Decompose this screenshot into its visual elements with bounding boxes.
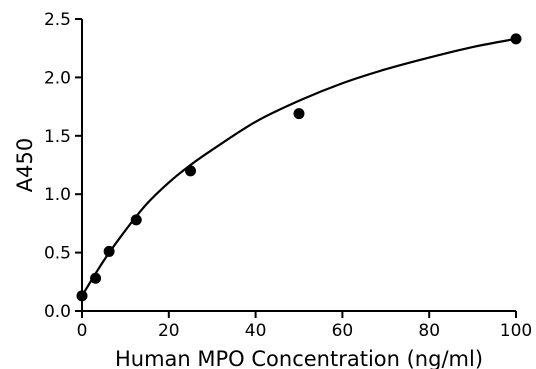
x-tick-label: 20 [158,321,180,341]
axes [81,19,516,312]
y-tick-label: 0.0 [44,302,71,322]
x-ticks: 0 20 40 60 80 100 [77,311,532,341]
data-point [76,290,88,302]
y-axis-title: A450 [13,138,37,192]
y-tick-label: 2.0 [44,68,71,88]
x-tick-label: 60 [332,321,354,341]
data-point [185,165,196,177]
data-point [90,272,102,284]
x-tick-label: 40 [245,321,267,341]
data-point [510,33,522,45]
x-axis-title: Human MPO Concentration (ng/ml) [115,347,483,369]
data-point [130,214,142,226]
y-tick-label: 1.5 [44,127,71,147]
y-tick-label: 0.5 [44,244,71,264]
data-point [293,108,305,120]
y-tick-label: 2.5 [44,10,71,30]
x-tick-label: 80 [418,321,440,341]
y-ticks: 0.0 0.5 1.0 1.5 2.0 2.5 [44,10,82,322]
x-tick-label: 100 [500,321,532,341]
fit-curve [81,37,517,297]
y-tick-label: 1.0 [44,185,71,205]
data-point [103,245,115,257]
x-tick-label: 0 [77,321,88,341]
data-points [76,33,522,302]
